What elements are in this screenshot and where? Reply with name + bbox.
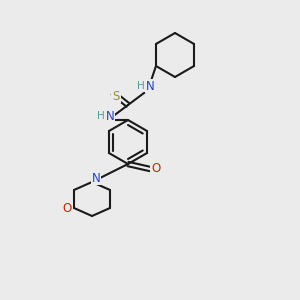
Text: S: S <box>112 89 120 103</box>
Text: N: N <box>106 110 114 122</box>
Text: O: O <box>62 202 72 214</box>
Text: N: N <box>146 80 154 92</box>
Text: N: N <box>92 172 100 184</box>
Text: O: O <box>152 163 160 176</box>
Text: H: H <box>137 81 145 91</box>
Text: H: H <box>97 111 105 121</box>
